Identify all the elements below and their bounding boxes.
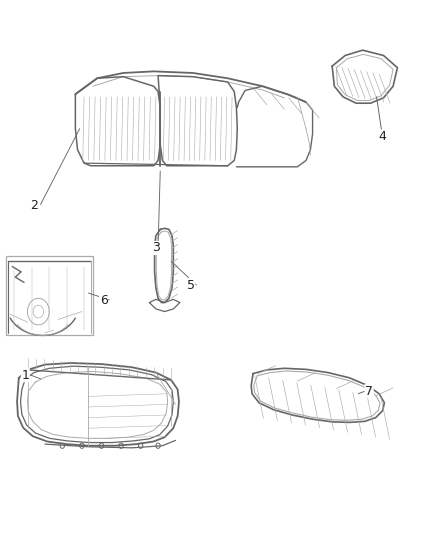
Text: 6: 6: [100, 294, 108, 308]
Text: 2: 2: [30, 199, 38, 212]
Text: 5: 5: [187, 279, 195, 292]
Text: 7: 7: [365, 385, 373, 398]
Text: 1: 1: [21, 369, 29, 382]
Text: 3: 3: [152, 241, 160, 254]
Text: 4: 4: [378, 130, 386, 143]
Bar: [6, 256, 93, 335]
